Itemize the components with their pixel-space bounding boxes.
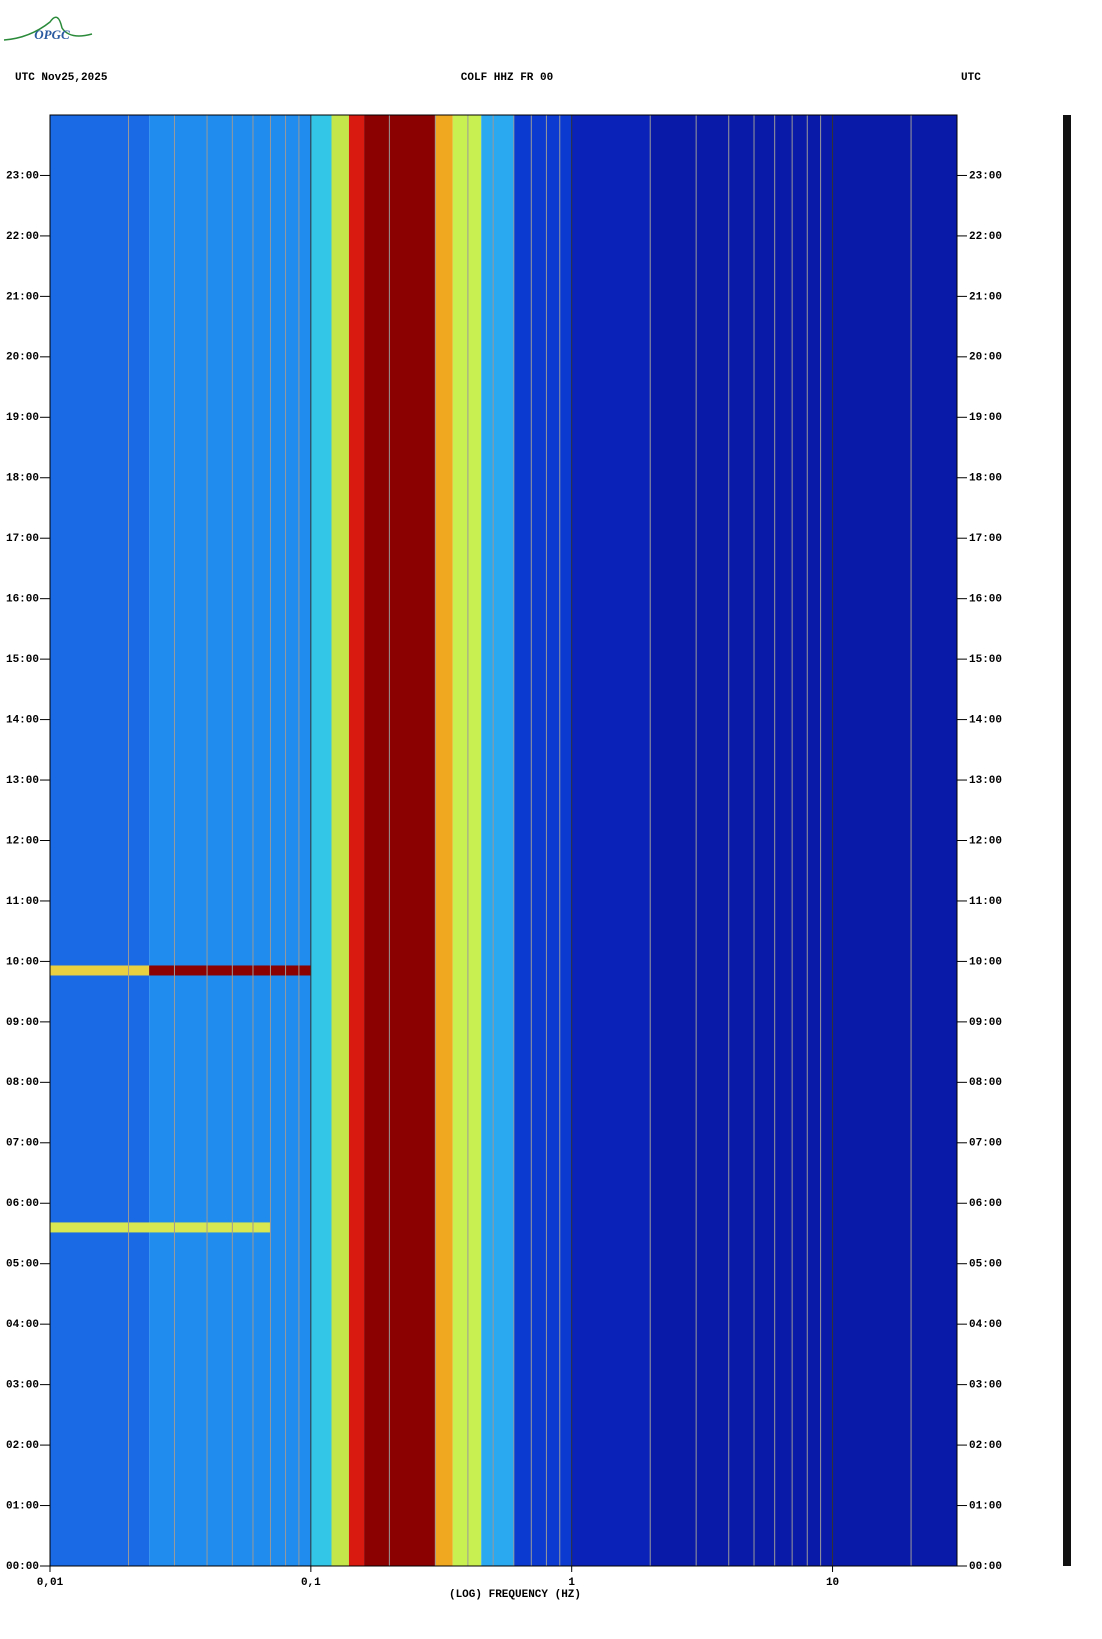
y-tick-label: 14:00 <box>6 714 39 726</box>
y-tick-label: 10:00 <box>969 956 1002 968</box>
y-tick-label: 04:00 <box>969 1319 1002 1331</box>
y-tick-label: 08:00 <box>6 1077 39 1089</box>
y-tick-label: 22:00 <box>969 231 1002 243</box>
y-tick-label: 02:00 <box>6 1440 39 1452</box>
y-tick-label: 01:00 <box>969 1500 1002 1512</box>
y-tick-label: 10:00 <box>6 956 39 968</box>
logo-mark <box>3 16 93 41</box>
spectral-band <box>513 115 572 1566</box>
x-tick-label: 1 <box>568 1577 575 1589</box>
spectral-band <box>149 115 311 1566</box>
spectral-band <box>364 115 436 1566</box>
y-tick-label: 17:00 <box>6 533 39 545</box>
y-tick-label: 13:00 <box>969 775 1002 787</box>
y-tick-label: 17:00 <box>969 533 1002 545</box>
y-tick-label: 12:00 <box>6 835 39 847</box>
y-tick-label: 16:00 <box>6 594 39 606</box>
y-tick-label: 21:00 <box>6 291 39 303</box>
y-tick-label: 03:00 <box>969 1380 1002 1392</box>
title-right: UTC <box>961 72 981 84</box>
spectral-band <box>452 115 482 1566</box>
y-tick-label: 02:00 <box>969 1440 1002 1452</box>
y-tick-label: 01:00 <box>6 1500 39 1512</box>
y-tick-label: 13:00 <box>6 775 39 787</box>
y-tick-label: 14:00 <box>969 714 1002 726</box>
y-tick-label: 00:00 <box>6 1561 39 1573</box>
event-streak <box>50 1222 271 1233</box>
y-tick-label: 04:00 <box>6 1319 39 1331</box>
y-tick-label: 23:00 <box>6 170 39 182</box>
y-tick-label: 15:00 <box>969 654 1002 666</box>
y-tick-label: 07:00 <box>6 1138 39 1150</box>
y-tick-label: 23:00 <box>969 170 1002 182</box>
x-tick-label: 10 <box>826 1577 839 1589</box>
seismogram-trace <box>1063 115 1071 1566</box>
logo: OPGC <box>34 27 70 42</box>
event-streak <box>50 965 150 976</box>
x-axis-label: (LOG) FREQUENCY (HZ) <box>449 1589 581 1601</box>
x-tick-label: 0,01 <box>37 1577 64 1589</box>
y-tick-label: 06:00 <box>6 1198 39 1210</box>
y-tick-label: 09:00 <box>6 1017 39 1029</box>
chart-title: COLF HHZ FR 00 <box>461 72 553 84</box>
y-tick-label: 16:00 <box>969 594 1002 606</box>
y-tick-label: 08:00 <box>969 1077 1002 1089</box>
y-tick-label: 22:00 <box>6 231 39 243</box>
y-tick-label: 00:00 <box>969 1561 1002 1573</box>
spectral-band <box>571 115 651 1566</box>
y-tick-label: 06:00 <box>969 1198 1002 1210</box>
y-tick-label: 07:00 <box>969 1138 1002 1150</box>
y-tick-label: 03:00 <box>6 1380 39 1392</box>
y-tick-label: 05:00 <box>969 1259 1002 1271</box>
y-tick-label: 05:00 <box>6 1259 39 1271</box>
spectral-band <box>435 115 453 1566</box>
y-tick-label: 20:00 <box>969 352 1002 364</box>
title-left: UTC Nov25,2025 <box>15 72 108 84</box>
spectral-band <box>50 115 150 1566</box>
y-tick-label: 11:00 <box>6 896 39 908</box>
spectral-band <box>481 115 514 1566</box>
y-tick-label: 19:00 <box>6 412 39 424</box>
y-tick-label: 18:00 <box>6 473 39 485</box>
spectral-band <box>348 115 365 1566</box>
x-tick-label: 0,1 <box>301 1577 321 1589</box>
y-tick-label: 15:00 <box>6 654 39 666</box>
event-streak <box>149 965 311 976</box>
y-tick-label: 11:00 <box>969 896 1002 908</box>
y-tick-label: 12:00 <box>969 835 1002 847</box>
y-tick-label: 19:00 <box>969 412 1002 424</box>
spectral-band <box>650 115 957 1566</box>
y-tick-label: 09:00 <box>969 1017 1002 1029</box>
y-tick-label: 18:00 <box>969 473 1002 485</box>
plot-frame <box>49 114 958 1567</box>
spectral-band <box>331 115 349 1566</box>
y-tick-label: 21:00 <box>969 291 1002 303</box>
y-tick-label: 20:00 <box>6 352 39 364</box>
spectral-band <box>310 115 332 1566</box>
